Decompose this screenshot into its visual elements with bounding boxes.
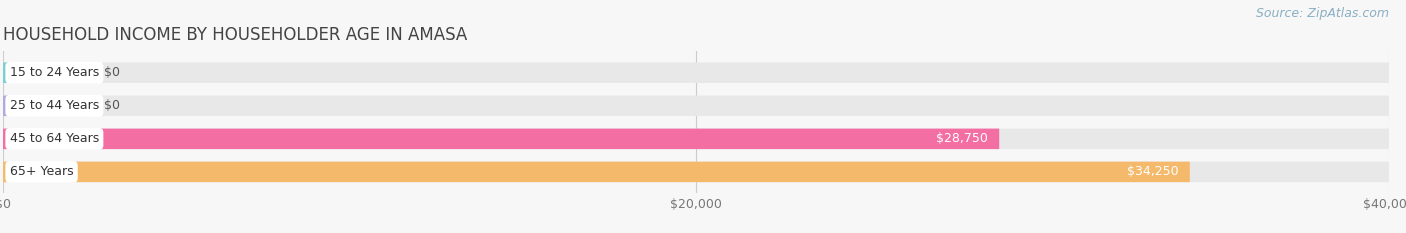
FancyBboxPatch shape — [3, 129, 1389, 149]
FancyBboxPatch shape — [3, 162, 1189, 182]
FancyBboxPatch shape — [3, 162, 1389, 182]
Text: 25 to 44 Years: 25 to 44 Years — [10, 99, 98, 112]
FancyBboxPatch shape — [3, 62, 1389, 83]
Text: Source: ZipAtlas.com: Source: ZipAtlas.com — [1256, 7, 1389, 20]
FancyBboxPatch shape — [3, 62, 93, 83]
Text: $34,250: $34,250 — [1128, 165, 1178, 178]
Text: $28,750: $28,750 — [936, 132, 988, 145]
Text: 65+ Years: 65+ Years — [10, 165, 73, 178]
Text: $0: $0 — [104, 66, 120, 79]
Text: 15 to 24 Years: 15 to 24 Years — [10, 66, 98, 79]
FancyBboxPatch shape — [3, 129, 1000, 149]
FancyBboxPatch shape — [3, 96, 1389, 116]
Text: HOUSEHOLD INCOME BY HOUSEHOLDER AGE IN AMASA: HOUSEHOLD INCOME BY HOUSEHOLDER AGE IN A… — [3, 26, 467, 44]
Text: $0: $0 — [104, 99, 120, 112]
Text: 45 to 64 Years: 45 to 64 Years — [10, 132, 98, 145]
FancyBboxPatch shape — [3, 96, 93, 116]
